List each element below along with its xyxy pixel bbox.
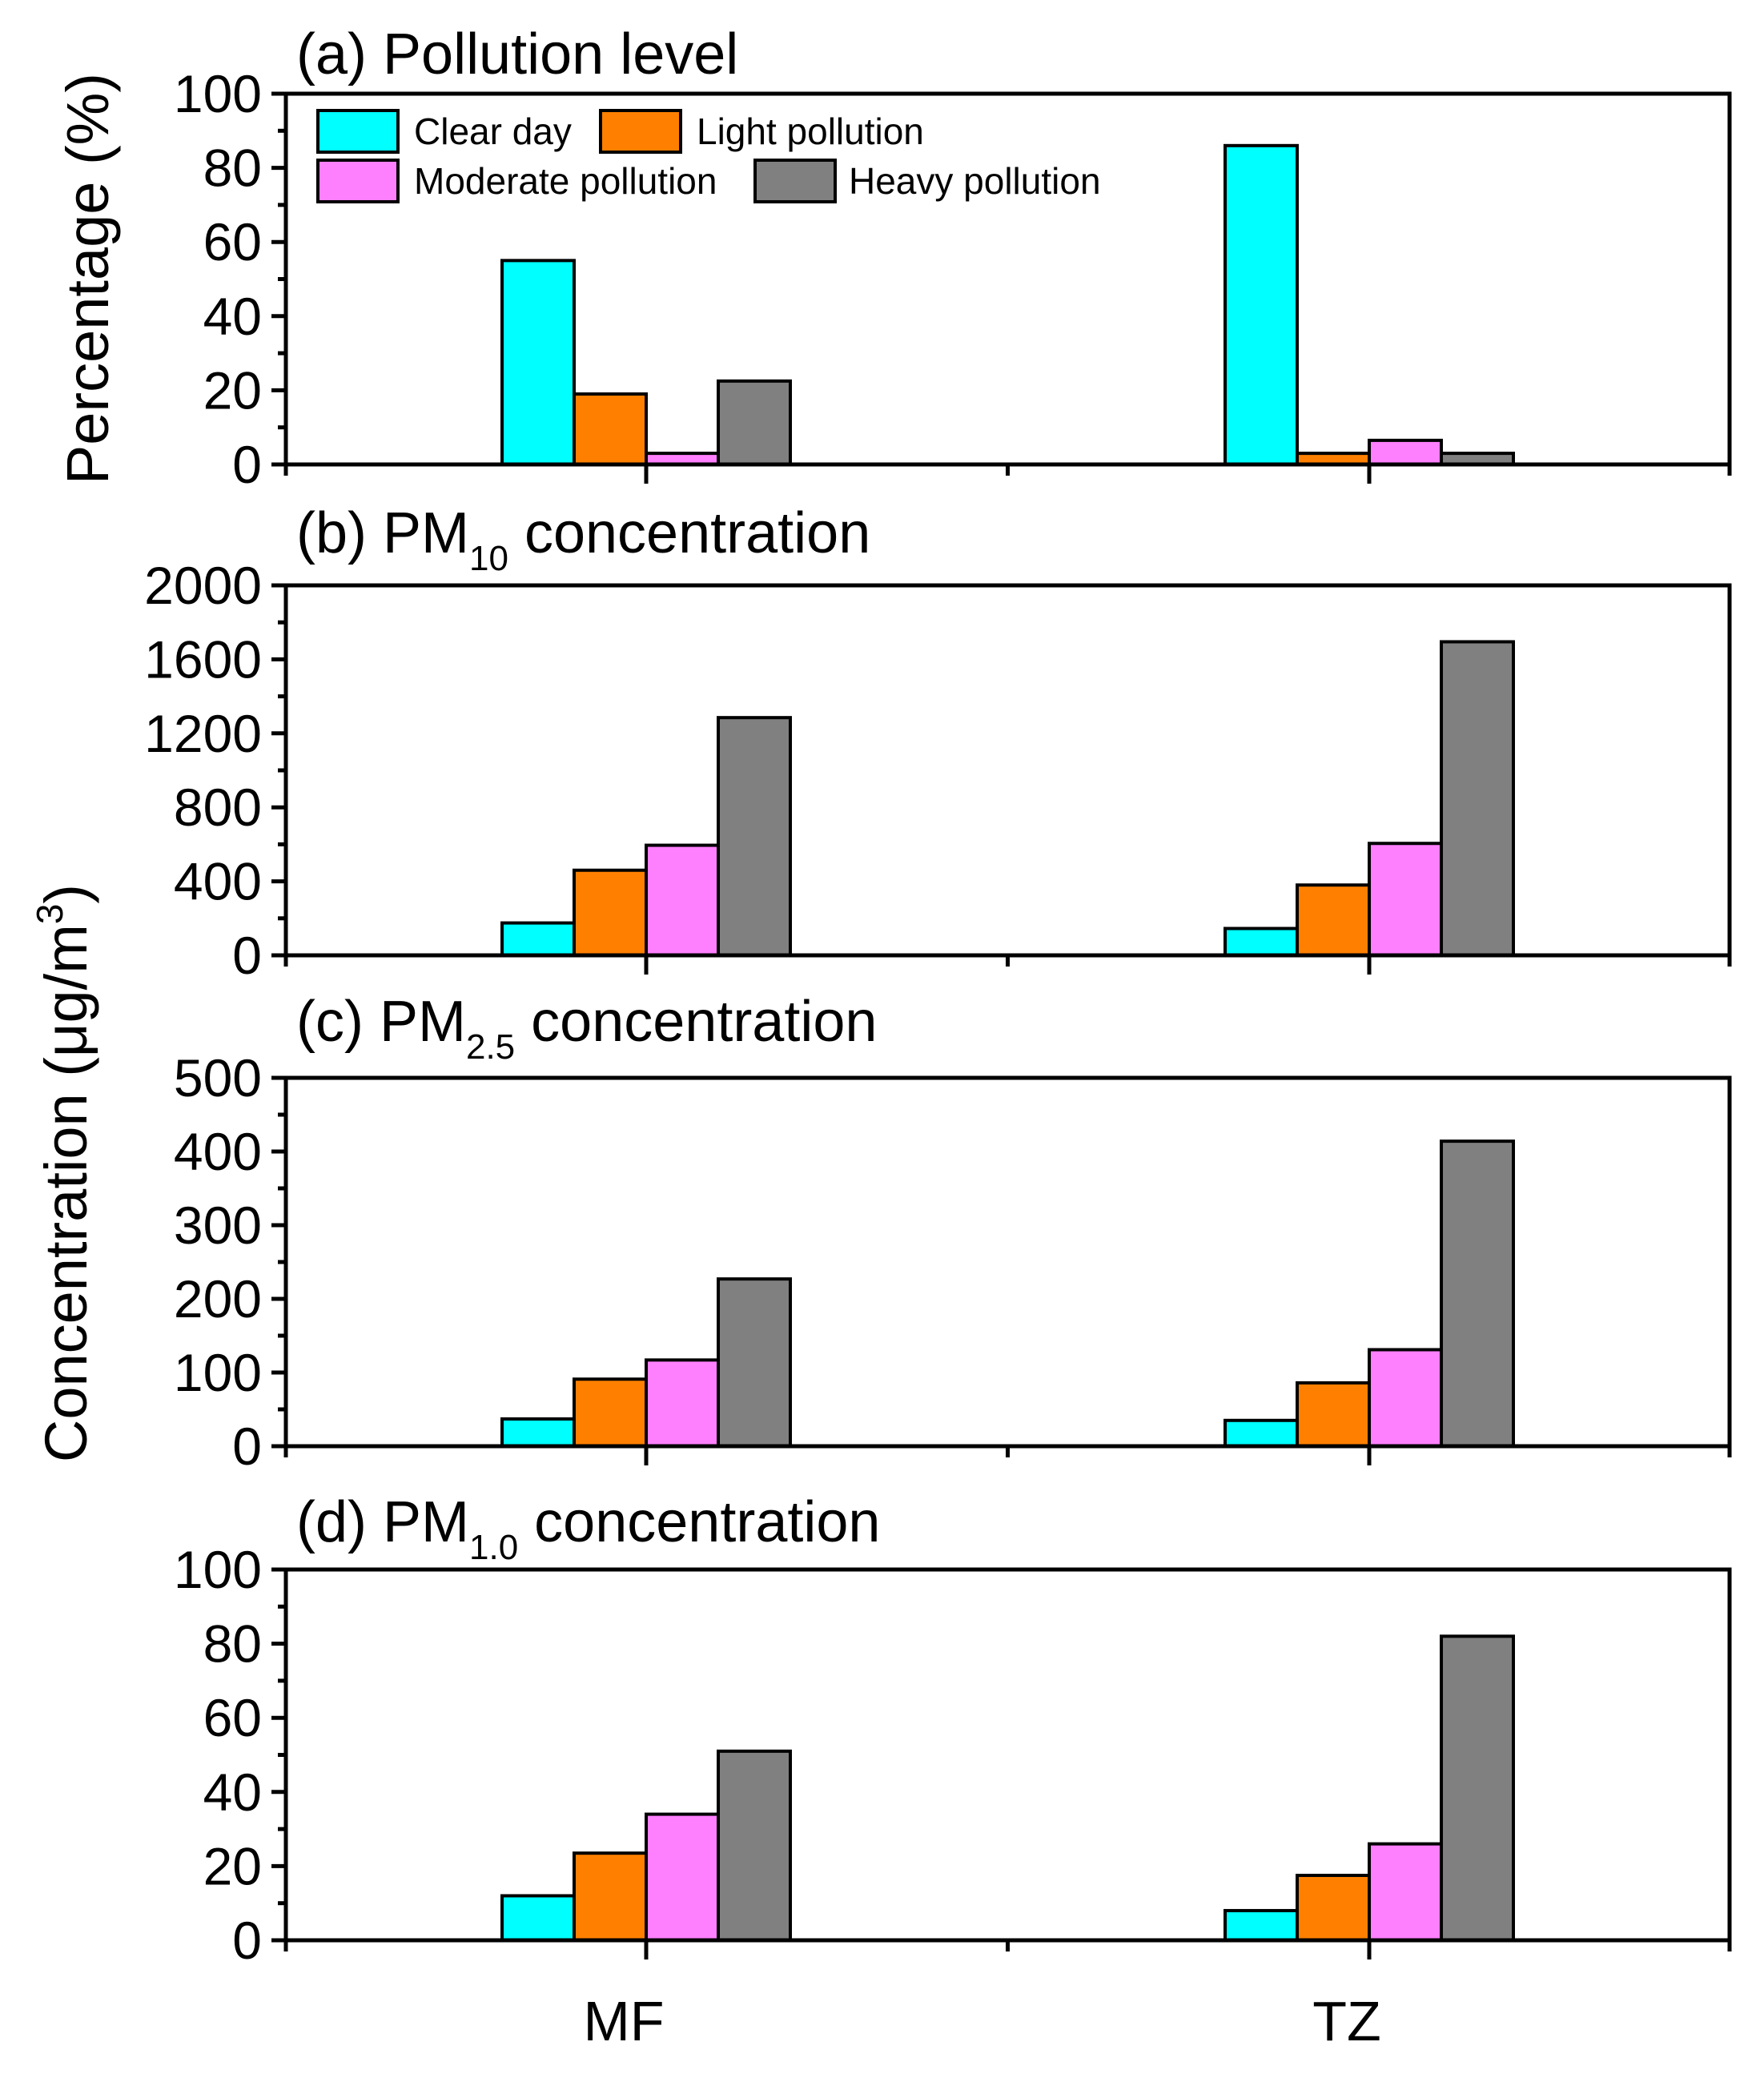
bar-mf-light-pollution: [573, 1377, 648, 1449]
bar-tz-heavy-pollution: [1440, 1634, 1515, 1942]
bar-tz-moderate-pollution: [1368, 438, 1443, 467]
y-axis-title-percentage: Percentage (%): [54, 73, 121, 484]
bar-mf-clear-day: [500, 921, 576, 957]
y-tick-label: 1200: [144, 704, 262, 763]
bar-mf-light-pollution: [573, 1851, 648, 1943]
bar-mf-clear-day: [500, 1417, 576, 1448]
bar-tz-heavy-pollution: [1440, 1139, 1515, 1448]
bar-mf-heavy-pollution: [717, 1749, 792, 1943]
y-tick-label: 40: [203, 287, 262, 346]
y-tick-label: 80: [203, 1614, 262, 1674]
panel-title: (b) PM10 concentration: [296, 501, 870, 578]
bar-mf-moderate-pollution: [645, 1812, 720, 1943]
y-tick-label: 0: [232, 1911, 262, 1970]
bar-tz-clear-day: [1224, 1908, 1299, 1942]
y-tick-label: 1600: [144, 629, 262, 689]
y-tick-label: 400: [174, 852, 262, 911]
bar-tz-moderate-pollution: [1368, 1348, 1443, 1448]
bar-tz-moderate-pollution: [1368, 842, 1443, 957]
x-category-label-mf: MF: [583, 1990, 664, 2052]
bar-mf-heavy-pollution: [717, 379, 792, 467]
legend-swatch-heavy-pollution: [753, 159, 837, 203]
y-tick-label: 800: [174, 778, 262, 837]
legend-label-heavy-pollution: Heavy pollution: [849, 160, 1101, 202]
panel-b: 0 400 800 1200 1600 2000 (b) PM10 concentratio…: [144, 501, 1732, 985]
y-tick-label: 0: [232, 1417, 262, 1476]
y-tick-label: 80: [203, 139, 262, 198]
bar-mf-clear-day: [500, 1894, 576, 1942]
bar-mf-clear-day: [500, 259, 576, 466]
y-tick-label: 100: [174, 1540, 262, 1599]
legend-swatch-moderate-pollution: [316, 159, 400, 203]
y-tick-label: 500: [174, 1048, 262, 1107]
y-tick-label: 0: [232, 435, 262, 494]
panel-title: (a) Pollution level: [296, 22, 738, 86]
y-tick-label: 300: [174, 1196, 262, 1255]
y-tick-label: 100: [174, 64, 262, 123]
bar-tz-heavy-pollution: [1440, 640, 1515, 958]
y-tick-label: 60: [203, 212, 262, 271]
y-tick-label: 0: [232, 926, 262, 985]
y-tick-label: 100: [174, 1343, 262, 1402]
y-tick-label: 60: [203, 1688, 262, 1747]
bar-tz-clear-day: [1224, 143, 1299, 466]
bar-tz-clear-day: [1224, 1418, 1299, 1449]
y-tick-label: 2000: [144, 556, 262, 615]
bar-mf-heavy-pollution: [717, 1277, 792, 1449]
bar-mf-moderate-pollution: [645, 1358, 720, 1448]
bar-tz-light-pollution: [1296, 1873, 1371, 1943]
panel-title: (c) PM2.5 concentration: [296, 990, 877, 1067]
y-tick-label: 20: [203, 360, 262, 420]
panel-d: 0 20 40 60 80 100 (d) PM1.0 concentration: [174, 1490, 1732, 1970]
bar-mf-light-pollution: [573, 868, 648, 957]
bar-tz-clear-day: [1224, 926, 1299, 958]
bar-mf-heavy-pollution: [717, 716, 792, 957]
x-category-label-tz: TZ: [1312, 1990, 1381, 2052]
legend-label-moderate-pollution: Moderate pollution: [414, 160, 717, 202]
legend-label-clear-day: Clear day: [414, 111, 572, 152]
y-tick-label: 200: [174, 1269, 262, 1328]
y-tick-label: 400: [174, 1122, 262, 1181]
y-tick-label: 20: [203, 1836, 262, 1895]
legend-swatch-clear-day: [316, 109, 400, 154]
bar-tz-moderate-pollution: [1368, 1842, 1443, 1943]
y-tick-label: 40: [203, 1762, 262, 1822]
panel-title: (d) PM1.0 concentration: [296, 1490, 880, 1567]
panel-a: 0 20 40 60 80 100 (a) Pollution level: [174, 22, 1732, 494]
panel-c: 0 100 200 300 400 500 (c) PM2.5 concentration: [174, 990, 1732, 1476]
bar-mf-moderate-pollution: [645, 843, 720, 958]
legend: Clear day Light pollution Moderate polluti…: [316, 109, 1101, 203]
bar-tz-light-pollution: [1296, 883, 1371, 957]
legend-label-light-pollution: Light pollution: [697, 111, 924, 152]
bar-tz-light-pollution: [1296, 1381, 1371, 1449]
legend-swatch-light-pollution: [599, 109, 682, 154]
bar-mf-light-pollution: [573, 392, 648, 466]
y-axis-title-concentration: Concentration (μg/m3): [29, 884, 99, 1462]
